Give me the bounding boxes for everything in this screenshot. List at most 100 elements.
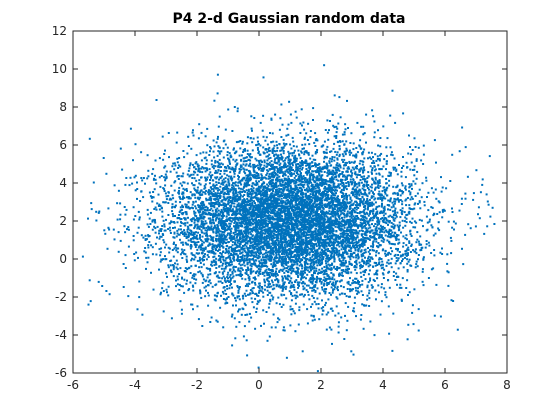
data-point — [357, 257, 360, 260]
data-point — [190, 259, 193, 262]
data-point — [314, 152, 317, 155]
data-point — [425, 243, 428, 246]
data-point — [467, 223, 470, 226]
data-point — [212, 184, 215, 187]
data-point — [239, 140, 242, 142]
data-point — [266, 241, 269, 244]
data-point — [253, 206, 256, 209]
data-point — [304, 271, 306, 274]
data-point — [160, 230, 163, 232]
data-point — [365, 234, 368, 237]
data-point — [212, 230, 215, 233]
data-point — [376, 264, 379, 266]
data-point — [359, 179, 362, 181]
data-point — [355, 236, 358, 239]
data-point — [200, 222, 203, 224]
data-point — [283, 267, 286, 270]
data-point — [144, 247, 147, 249]
data-point — [308, 298, 311, 301]
data-point — [186, 228, 189, 231]
data-point — [407, 252, 409, 255]
data-point — [329, 280, 332, 283]
data-point — [345, 185, 348, 188]
data-point — [334, 251, 337, 254]
data-point — [409, 193, 412, 196]
data-point — [270, 242, 273, 245]
data-point — [195, 217, 198, 220]
data-point — [350, 255, 353, 258]
data-point — [408, 212, 411, 215]
data-point — [275, 302, 278, 305]
data-point — [395, 169, 398, 172]
data-point — [162, 201, 165, 204]
data-point — [379, 185, 382, 188]
data-point — [205, 212, 207, 215]
data-point — [241, 251, 244, 254]
data-point — [183, 229, 186, 232]
data-point — [315, 179, 318, 182]
data-point — [312, 315, 315, 318]
data-point — [193, 243, 196, 246]
data-point — [145, 256, 148, 259]
data-point — [301, 226, 303, 229]
data-point — [355, 277, 358, 280]
data-point — [357, 173, 359, 176]
data-point — [270, 201, 273, 204]
data-point — [358, 285, 361, 288]
data-point — [344, 259, 347, 262]
data-point — [218, 248, 221, 251]
data-point — [426, 196, 428, 198]
data-point — [212, 183, 215, 186]
data-point — [107, 207, 110, 210]
data-point — [375, 270, 378, 273]
data-point — [269, 252, 272, 255]
data-point — [440, 176, 442, 179]
data-point — [162, 290, 165, 292]
data-point — [339, 203, 342, 206]
data-point — [171, 210, 174, 213]
data-point — [232, 257, 235, 260]
data-point — [287, 157, 290, 159]
data-point — [135, 251, 138, 254]
data-point — [359, 318, 362, 321]
data-point — [244, 278, 247, 281]
data-point — [301, 160, 303, 162]
data-point — [249, 162, 252, 165]
data-point — [392, 168, 395, 171]
data-point — [367, 259, 370, 262]
data-point — [154, 174, 156, 177]
data-point — [273, 287, 276, 290]
data-point — [234, 239, 237, 242]
data-point — [396, 259, 399, 262]
data-point — [244, 214, 247, 216]
data-point — [345, 268, 347, 271]
data-point — [325, 212, 328, 215]
data-point — [207, 198, 210, 201]
data-point — [367, 262, 370, 265]
data-point — [220, 221, 223, 224]
data-point — [289, 279, 292, 282]
data-point — [313, 318, 316, 321]
data-point — [331, 158, 334, 161]
data-point — [401, 203, 404, 206]
data-point — [219, 170, 222, 172]
data-point — [269, 236, 272, 239]
data-point — [275, 243, 278, 246]
data-point — [289, 324, 292, 327]
data-point — [323, 247, 326, 249]
data-point — [217, 254, 220, 257]
data-point — [299, 183, 302, 186]
data-point — [373, 169, 376, 172]
data-point — [321, 228, 324, 230]
data-point — [202, 263, 205, 266]
data-point — [257, 166, 260, 169]
data-point — [250, 115, 253, 118]
data-point — [380, 168, 383, 171]
data-point — [437, 200, 440, 203]
data-point — [387, 174, 390, 177]
data-point — [276, 155, 279, 158]
data-point — [345, 140, 348, 143]
data-point — [226, 151, 229, 154]
data-point — [396, 197, 399, 200]
data-point — [258, 243, 261, 246]
